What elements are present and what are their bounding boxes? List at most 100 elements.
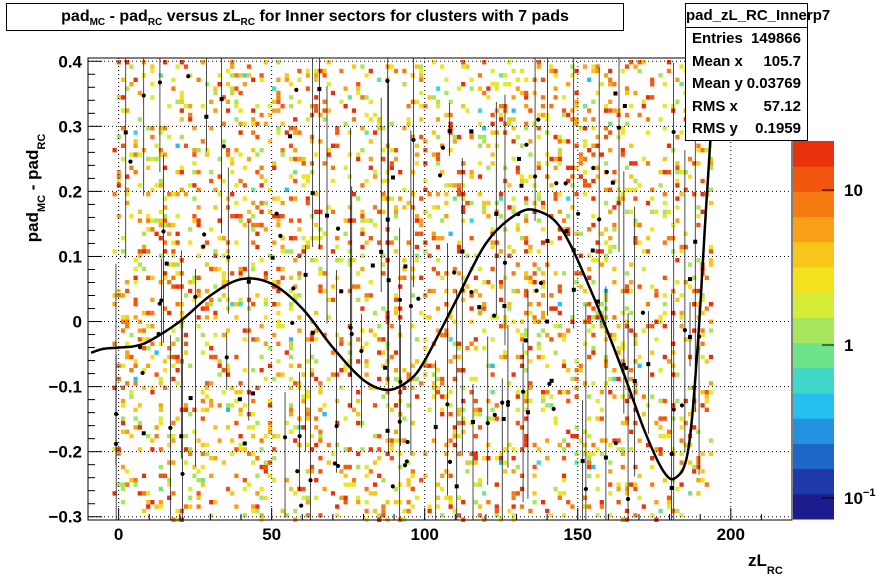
heatmap-cell — [658, 315, 663, 320]
heatmap-cell — [414, 214, 420, 219]
stats-label: Mean y — [692, 75, 743, 92]
heatmap-cell — [532, 77, 537, 82]
heatmap-cell — [511, 126, 516, 131]
heatmap-cell — [587, 319, 592, 324]
heatmap-cell — [587, 148, 592, 153]
profile-point — [471, 419, 476, 424]
heatmap-cell — [595, 249, 600, 254]
heatmap-cell — [599, 249, 604, 254]
heatmap-cell — [301, 425, 306, 430]
heatmap-cell — [389, 442, 394, 448]
heatmap-cell — [377, 117, 382, 122]
heatmap-cell — [280, 249, 285, 254]
heatmap-cell — [494, 508, 499, 514]
heatmap-cell — [435, 134, 441, 140]
heatmap-cell — [204, 407, 210, 412]
heatmap-cell — [209, 473, 214, 478]
heatmap-cell — [540, 293, 546, 298]
heatmap-cell — [339, 341, 344, 346]
heatmap-cell — [196, 324, 201, 329]
heatmap-cell — [129, 214, 134, 219]
heatmap-cell — [360, 227, 365, 232]
heatmap-cell — [381, 196, 386, 201]
heatmap-cell — [230, 73, 235, 78]
heatmap-cell — [435, 117, 441, 122]
heatmap-cell — [137, 319, 142, 324]
heatmap-cell — [305, 513, 310, 518]
profile-point — [469, 289, 474, 295]
heatmap-cell — [603, 240, 609, 245]
heatmap-cell — [465, 284, 470, 289]
heatmap-cell — [582, 143, 588, 148]
heatmap-cell — [641, 99, 646, 104]
heatmap-cell — [246, 482, 252, 487]
heatmap-cell — [578, 363, 583, 368]
heatmap-cell — [196, 478, 201, 483]
heatmap-cell — [524, 200, 529, 206]
heatmap-cell — [288, 346, 294, 351]
heatmap-cell — [553, 95, 558, 100]
heatmap-cell — [524, 178, 529, 184]
heatmap-cell — [423, 363, 428, 368]
heatmap-cell — [158, 464, 163, 470]
heatmap-cell — [364, 95, 369, 100]
heatmap-cell — [469, 319, 474, 324]
heatmap-cell — [335, 126, 340, 131]
heatmap-cell — [356, 152, 361, 157]
heatmap-cell — [188, 451, 193, 456]
heatmap-cell — [389, 148, 394, 153]
heatmap-cell — [456, 451, 462, 456]
heatmap-cell — [393, 368, 399, 373]
heatmap-cell — [381, 209, 386, 214]
heatmap-cell — [507, 117, 512, 122]
heatmap-cell — [536, 332, 541, 338]
heatmap-cell — [448, 500, 453, 505]
heatmap-cell — [662, 200, 667, 206]
heatmap-cell — [440, 236, 445, 241]
heatmap-cell — [171, 284, 176, 289]
profile-point — [494, 211, 499, 216]
heatmap-cell — [167, 134, 172, 140]
heatmap-cell — [225, 82, 231, 87]
heatmap-cell — [393, 429, 399, 434]
heatmap-cell — [381, 178, 386, 184]
heatmap-cell — [125, 192, 130, 197]
heatmap-cell — [314, 258, 319, 263]
heatmap-cell — [309, 236, 315, 241]
heatmap-cell — [456, 187, 462, 192]
heatmap-cell — [431, 130, 436, 135]
heatmap-cell — [204, 262, 210, 267]
heatmap-cell — [608, 99, 613, 104]
heatmap-cell — [217, 266, 222, 272]
heatmap-cell — [423, 451, 428, 456]
heatmap-cell — [452, 434, 457, 439]
heatmap-cell — [263, 60, 268, 65]
heatmap-cell — [141, 266, 147, 272]
heatmap-cell — [381, 513, 386, 518]
heatmap-cell — [259, 447, 264, 452]
heatmap-cell — [700, 209, 705, 214]
heatmap-cell — [616, 187, 621, 192]
heatmap-cell — [582, 451, 588, 456]
heatmap-cell — [339, 469, 344, 474]
heatmap-cell — [587, 183, 592, 188]
heatmap-cell — [431, 381, 436, 386]
heatmap-cell — [469, 236, 474, 241]
heatmap-cell — [158, 447, 163, 452]
heatmap-cell — [511, 139, 516, 144]
heatmap-cell — [696, 288, 701, 294]
heatmap-cell — [209, 398, 214, 404]
heatmap-cell — [230, 491, 235, 496]
heatmap-cell — [658, 416, 663, 421]
heatmap-cell — [671, 363, 676, 368]
heatmap-cell — [200, 350, 205, 355]
heatmap-cell — [637, 112, 642, 118]
heatmap-cell — [301, 236, 306, 241]
heatmap-cell — [305, 73, 310, 78]
heatmap-cell — [402, 205, 407, 210]
heatmap-cell — [238, 214, 243, 219]
heatmap-cell — [540, 112, 546, 118]
heatmap-cell — [553, 192, 558, 197]
heatmap-cell — [629, 429, 634, 434]
heatmap-cell — [549, 68, 554, 74]
